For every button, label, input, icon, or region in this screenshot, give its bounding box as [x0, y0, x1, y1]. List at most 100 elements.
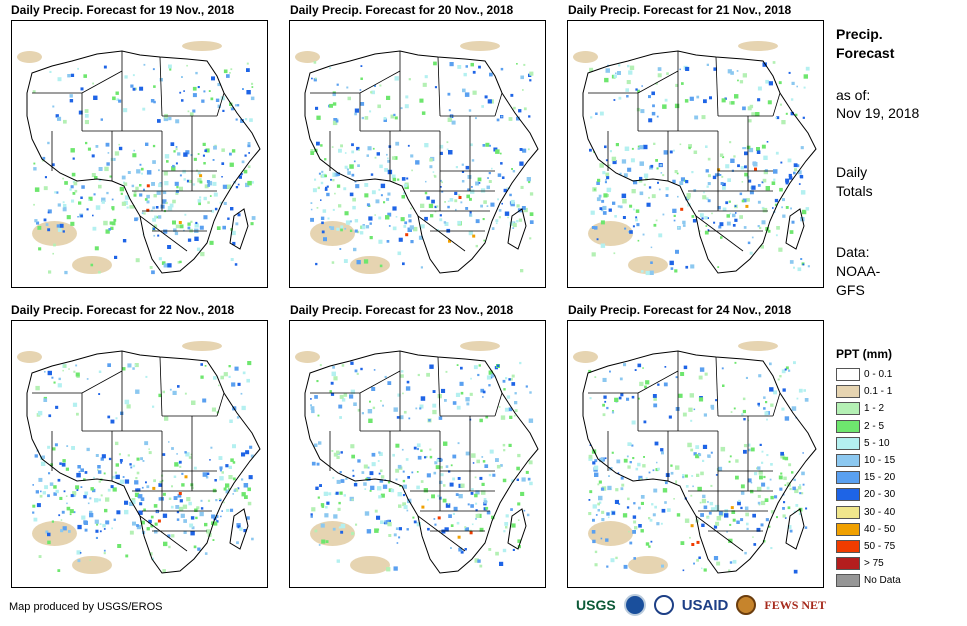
- precip-cell: [38, 247, 42, 251]
- precip-cell: [121, 201, 126, 206]
- precip-cell: [384, 375, 387, 379]
- precip-cell: [511, 382, 516, 386]
- precip-cell: [369, 400, 371, 403]
- precip-cell: [750, 447, 755, 452]
- precip-cell: [764, 411, 769, 416]
- precip-cell: [129, 463, 132, 466]
- precip-cell: [116, 98, 120, 101]
- precip-cell: [620, 487, 624, 491]
- precip-cell: [793, 266, 795, 269]
- precip-cell: [472, 462, 475, 464]
- precip-cell: [747, 448, 751, 452]
- precip-cell: [360, 77, 363, 80]
- precip-cell: [593, 188, 596, 191]
- precip-cell: [439, 144, 444, 149]
- precip-cell: [395, 468, 400, 473]
- precip-cell: [529, 481, 533, 486]
- precip-cell: [146, 527, 150, 531]
- country-border: [588, 92, 639, 131]
- precip-cell: [447, 117, 453, 122]
- country-border: [310, 92, 361, 131]
- precip-cell: [310, 515, 313, 518]
- precip-cell: [331, 146, 334, 148]
- precip-cell: [632, 225, 635, 228]
- precip-cell: [527, 148, 530, 151]
- precip-cell: [201, 99, 205, 103]
- precip-cell: [369, 471, 374, 476]
- precip-cell: [386, 567, 391, 572]
- precip-cell: [513, 414, 516, 417]
- precip-cell: [225, 489, 230, 494]
- country-border: [417, 515, 466, 552]
- precip-cell: [195, 516, 198, 520]
- precip-cell: [489, 449, 494, 454]
- precip-cell: [661, 564, 664, 568]
- precip-cell: [705, 225, 708, 227]
- precip-cell: [643, 183, 646, 186]
- precip-cell: [606, 565, 609, 568]
- precip-cell: [479, 476, 483, 480]
- precip-cell: [712, 175, 717, 180]
- precip-cell: [514, 392, 517, 395]
- precip-cell: [673, 219, 676, 222]
- precip-cell: [655, 468, 659, 472]
- precip-cell: [588, 499, 591, 501]
- dry-area: [460, 341, 500, 351]
- precip-cell: [144, 441, 149, 446]
- precip-cell: [761, 482, 766, 487]
- precip-cell: [37, 410, 43, 416]
- precip-cell: [329, 103, 333, 108]
- precip-cell: [77, 524, 82, 530]
- precip-cell: [194, 508, 198, 512]
- precip-cell: [490, 373, 495, 378]
- precip-cell: [68, 368, 70, 370]
- precip-cell: [460, 391, 464, 395]
- precip-cell: [202, 398, 207, 403]
- legend-item: 10 - 15: [836, 452, 901, 469]
- precip-cell: [639, 478, 642, 481]
- precip-cell: [81, 515, 86, 520]
- precip-cell: [153, 194, 157, 198]
- heavy-precip-cell: [717, 168, 721, 172]
- precip-cell: [464, 548, 467, 551]
- precip-cell: [529, 79, 532, 82]
- precip-cell: [366, 154, 369, 157]
- precip-cell: [707, 229, 710, 231]
- coastline: [304, 50, 539, 274]
- precip-cell: [784, 484, 786, 486]
- precip-cell: [248, 475, 253, 480]
- precip-cell: [47, 141, 50, 145]
- precip-cell: [593, 151, 595, 153]
- precip-cell: [469, 392, 473, 396]
- precip-cell: [450, 464, 453, 467]
- dry-area: [72, 556, 112, 574]
- precip-cell: [90, 263, 94, 267]
- precip-cell: [111, 527, 113, 530]
- precip-cell: [377, 486, 382, 491]
- panel-title-3: Daily Precip. Forecast for 21 Nov., 2018: [568, 3, 792, 17]
- precip-cell: [785, 206, 789, 209]
- precip-cell: [246, 68, 250, 72]
- precip-cell: [768, 81, 773, 86]
- precip-cell: [756, 486, 762, 492]
- precip-cell: [803, 86, 806, 89]
- heavy-precip-cell: [199, 174, 203, 178]
- precip-cell: [212, 174, 216, 179]
- precip-cell: [83, 520, 87, 524]
- precip-cell: [500, 464, 503, 467]
- precip-cell: [55, 114, 59, 118]
- precip-cell: [688, 407, 693, 412]
- precip-cell: [369, 236, 373, 240]
- precip-cell: [684, 99, 689, 103]
- precip-cell: [168, 497, 172, 500]
- precip-cell: [606, 406, 609, 410]
- precip-cell: [757, 98, 761, 102]
- precip-cell: [761, 220, 766, 225]
- precip-cell: [392, 453, 395, 457]
- precip-cell: [236, 523, 241, 528]
- precip-cell: [777, 378, 780, 381]
- precip-cell: [465, 207, 469, 210]
- precip-cell: [802, 452, 804, 454]
- precip-cell: [636, 107, 641, 112]
- precip-cell: [241, 478, 244, 481]
